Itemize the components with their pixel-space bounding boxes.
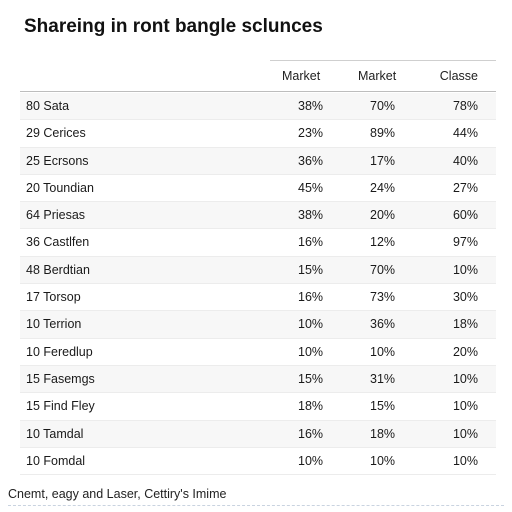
cell-market-2: 70% bbox=[370, 99, 396, 113]
cell-market-2: 73% bbox=[370, 290, 396, 305]
column-header-classe: Classe bbox=[439, 69, 478, 83]
cell-classe: 18% bbox=[452, 317, 478, 332]
cell-market-2: 70% bbox=[370, 262, 396, 277]
cell-classe: 40% bbox=[452, 153, 478, 168]
cell-market-1: 10% bbox=[298, 453, 324, 468]
cell-classe: 27% bbox=[452, 180, 478, 195]
cell-market-1: 16% bbox=[298, 290, 324, 305]
cell-market-1: 16% bbox=[298, 235, 324, 250]
table-row: 15 Fasemgs 15% 31% 10% bbox=[20, 365, 496, 394]
cell-market-1: 36% bbox=[298, 153, 324, 168]
row-label: 10 Feredlup bbox=[26, 344, 93, 359]
row-label: 17 Torsop bbox=[26, 290, 81, 305]
cell-market-1: 15% bbox=[298, 371, 324, 386]
table-row: 20 Toundian 45% 24% 27% bbox=[20, 175, 496, 203]
row-label: 36 Castlfen bbox=[26, 235, 90, 250]
table-header: Market Market Classe bbox=[20, 60, 496, 92]
cell-market-2: 15% bbox=[370, 399, 396, 414]
cell-classe: 60% bbox=[452, 208, 478, 223]
cell-market-2: 10% bbox=[370, 453, 396, 468]
table-body: 80 Sata 38% 70% 78% 29 Cerices 23% 89% 4… bbox=[20, 93, 496, 476]
table-row: 48 Berdtian 15% 70% 10% bbox=[20, 256, 496, 285]
cell-market-2: 20% bbox=[370, 208, 396, 223]
cell-classe: 20% bbox=[452, 344, 478, 359]
table-row: 10 Fomdal 10% 10% 10% bbox=[20, 448, 496, 476]
cell-market-1: 10% bbox=[298, 344, 324, 359]
cell-classe: 10% bbox=[452, 399, 478, 414]
row-label: 64 Priesas bbox=[26, 208, 86, 223]
cell-classe: 10% bbox=[452, 262, 478, 277]
cell-market-1: 10% bbox=[298, 317, 324, 332]
row-label: 29 Cerices bbox=[26, 126, 86, 141]
cell-market-1: 18% bbox=[298, 399, 324, 414]
page-title: Shareing in ront bangle sclunces bbox=[24, 16, 323, 37]
cell-classe: 10% bbox=[452, 426, 478, 441]
cell-market-2: 89% bbox=[370, 126, 396, 141]
cell-market-1: 45% bbox=[298, 180, 324, 195]
cell-market-2: 12% bbox=[370, 235, 396, 250]
cell-classe: 97% bbox=[452, 235, 478, 250]
cell-classe: 10% bbox=[452, 371, 478, 386]
cell-market-1: 15% bbox=[298, 262, 324, 277]
table-row: 29 Cerices 23% 89% 44% bbox=[20, 120, 496, 148]
row-label: 25 Ecrsons bbox=[26, 153, 89, 168]
cell-market-2: 36% bbox=[370, 317, 396, 332]
cell-market-1: 23% bbox=[298, 126, 324, 141]
cell-classe: 10% bbox=[452, 453, 478, 468]
row-label: 48 Berdtian bbox=[26, 262, 90, 277]
row-label: 20 Toundian bbox=[26, 180, 94, 195]
table-row: 15 Find Fley 18% 15% 10% bbox=[20, 393, 496, 421]
row-label: 80 Sata bbox=[26, 99, 70, 113]
cell-market-2: 18% bbox=[370, 426, 396, 441]
footer-caption: Cnemt, eagy and Laser, Cettiry's Imime bbox=[8, 487, 227, 501]
cell-market-1: 38% bbox=[298, 208, 324, 223]
cell-classe: 30% bbox=[452, 290, 478, 305]
row-label: 10 Fomdal bbox=[26, 453, 86, 468]
row-label: 10 Tamdal bbox=[26, 426, 84, 441]
footer-divider bbox=[8, 505, 504, 506]
row-label: 15 Find Fley bbox=[26, 399, 95, 414]
cell-market-2: 31% bbox=[370, 371, 396, 386]
cell-market-2: 10% bbox=[370, 344, 396, 359]
cell-market-1: 16% bbox=[298, 426, 324, 441]
table-row: 80 Sata 38% 70% 78% bbox=[20, 93, 496, 121]
table-row: 10 Feredlup 10% 10% 20% bbox=[20, 339, 496, 366]
column-header-market-2: Market bbox=[358, 69, 397, 83]
table-row: 64 Priesas 38% 20% 60% bbox=[20, 202, 496, 230]
cell-market-2: 17% bbox=[370, 153, 396, 168]
table-row: 36 Castlfen 16% 12% 97% bbox=[20, 229, 496, 257]
table-row: 10 Tamdal 16% 18% 10% bbox=[20, 420, 496, 448]
cell-market-1: 38% bbox=[298, 99, 324, 113]
table-row: 17 Torsop 16% 73% 30% bbox=[20, 284, 496, 312]
cell-classe: 78% bbox=[452, 99, 478, 113]
column-header-market-1: Market bbox=[282, 69, 321, 83]
table-row: 10 Terrion 10% 36% 18% bbox=[20, 311, 496, 339]
table-row: 25 Ecrsons 36% 17% 40% bbox=[20, 147, 496, 175]
cell-classe: 44% bbox=[452, 126, 478, 141]
row-label: 10 Terrion bbox=[26, 317, 82, 332]
cell-market-2: 24% bbox=[370, 180, 396, 195]
header-rule bbox=[270, 60, 496, 61]
row-label: 15 Fasemgs bbox=[26, 371, 95, 386]
